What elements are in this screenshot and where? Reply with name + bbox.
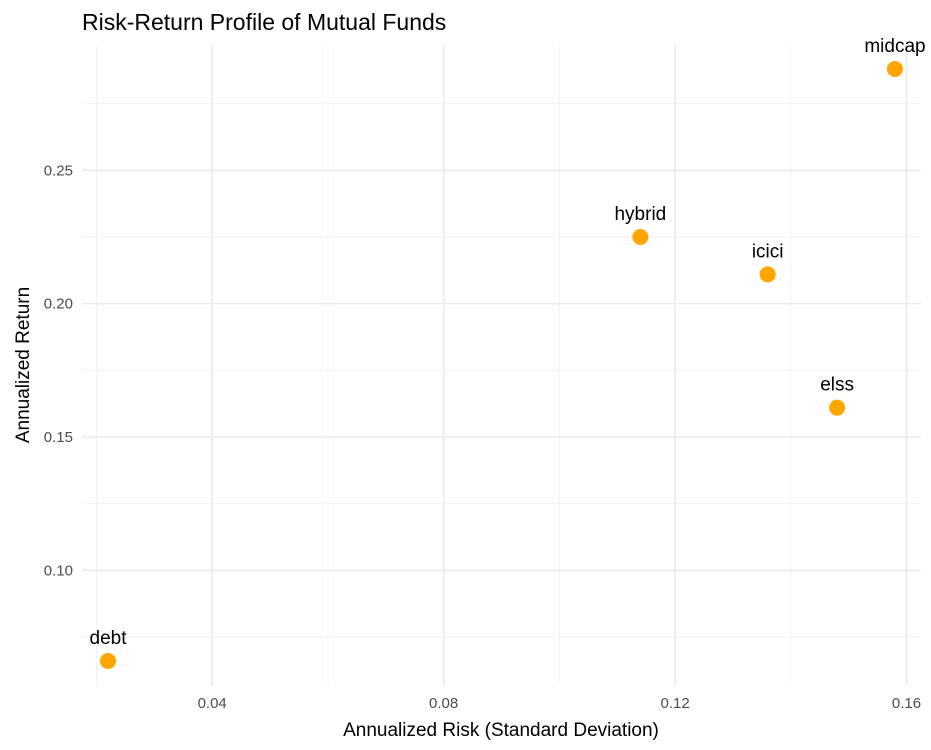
x-tick-label: 0.08	[429, 695, 458, 712]
grid	[82, 45, 921, 685]
data-point-debt	[100, 653, 117, 669]
data-point-hybrid	[632, 229, 649, 245]
point-label-icici: icici	[752, 241, 784, 262]
axis-ticks: 0.04 0.08 0.12 0.16 0.10 0.15 0.20 0.25	[44, 162, 921, 712]
y-axis-title: Annualized Return	[13, 287, 34, 443]
data-points	[100, 61, 903, 669]
x-axis-title: Annualized Risk (Standard Deviation)	[343, 720, 659, 741]
data-point-elss	[829, 399, 846, 416]
point-label-elss: elss	[820, 375, 854, 396]
y-tick-label: 0.10	[44, 562, 73, 579]
data-point-midcap	[886, 61, 903, 77]
point-label-hybrid: hybrid	[614, 204, 666, 225]
chart-title: Risk-Return Profile of Mutual Funds	[82, 9, 446, 35]
y-tick-label: 0.15	[44, 429, 73, 446]
x-tick-label: 0.04	[198, 695, 227, 712]
y-tick-label: 0.25	[44, 162, 73, 179]
data-point-icici	[759, 266, 776, 283]
point-labels: debt hybrid icici elss midcap	[90, 36, 926, 649]
y-tick-label: 0.20	[44, 296, 73, 313]
x-tick-label: 0.12	[660, 695, 689, 712]
point-label-midcap: midcap	[864, 36, 925, 57]
x-tick-label: 0.16	[892, 695, 921, 712]
point-label-debt: debt	[90, 628, 128, 649]
